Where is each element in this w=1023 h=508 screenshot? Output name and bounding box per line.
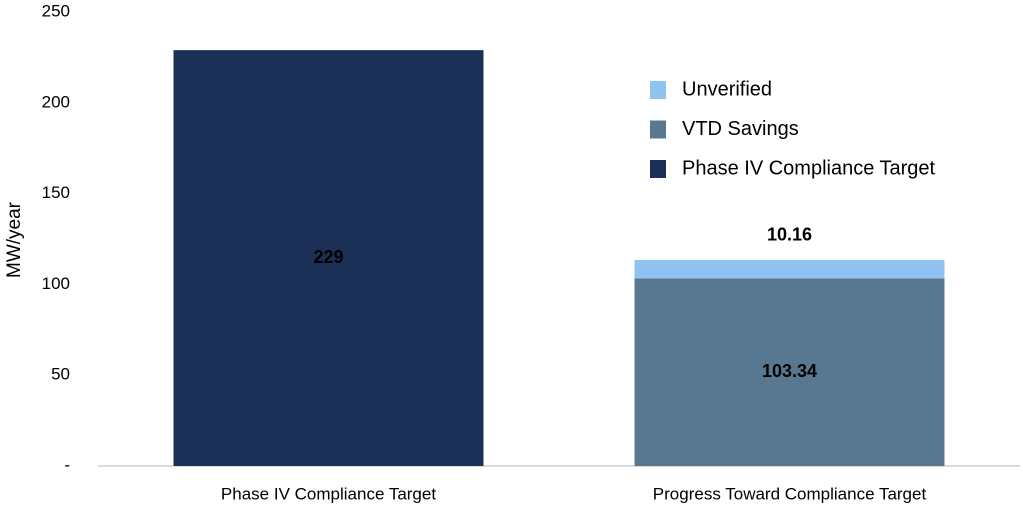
legend-label: VTD Savings <box>682 118 799 140</box>
legend-swatch <box>650 120 666 139</box>
y-tick-label: 200 <box>42 92 70 111</box>
data-label: 10.16 <box>767 225 812 245</box>
y-tick-label: - <box>64 455 70 474</box>
bar-segment <box>634 278 945 466</box>
legend-swatch <box>650 81 666 99</box>
y-tick-label: 100 <box>42 274 70 293</box>
y-axis-label: MW/year <box>4 201 25 278</box>
y-tick-label: 150 <box>42 183 70 202</box>
legend-label: Unverified <box>682 78 772 100</box>
x-tick-label: Phase IV Compliance Target <box>221 484 436 503</box>
y-tick-label: 50 <box>51 365 70 384</box>
legend-swatch <box>650 160 666 178</box>
bar-segment <box>634 259 945 279</box>
x-tick-label: Progress Toward Compliance Target <box>653 484 927 503</box>
y-tick-label: 250 <box>42 1 70 20</box>
data-label: 229 <box>313 247 343 267</box>
bar-segment <box>173 50 484 467</box>
legend-label: Phase IV Compliance Target <box>682 157 936 179</box>
data-label: 103.34 <box>762 361 817 381</box>
